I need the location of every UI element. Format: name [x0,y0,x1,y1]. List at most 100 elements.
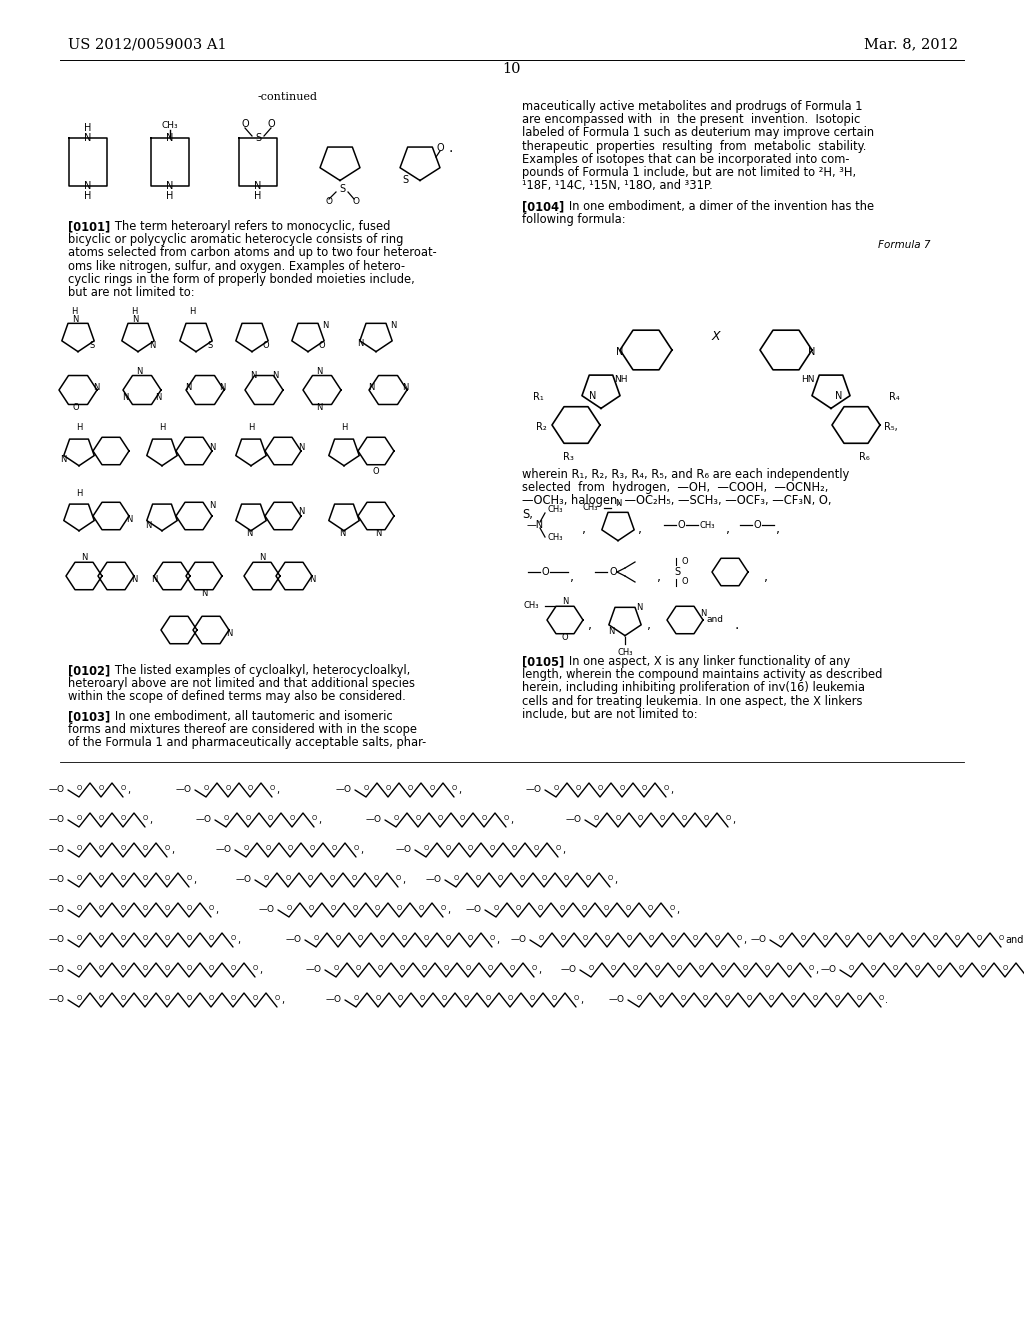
Text: O: O [244,845,249,851]
Text: O: O [583,935,588,941]
Text: O: O [373,466,379,475]
Text: O: O [142,875,147,880]
Text: O: O [936,965,942,972]
Text: US 2012/0059003 A1: US 2012/0059003 A1 [68,37,226,51]
Text: pounds of Formula 1 include, but are not limited to ²H, ³H,: pounds of Formula 1 include, but are not… [522,166,856,180]
Text: O: O [845,935,850,941]
Text: selected  from  hydrogen,  —OH,  —COOH,  —OCNH₂,: selected from hydrogen, —OH, —COOH, —OCN… [522,482,828,494]
Text: O: O [702,995,708,1001]
Text: O: O [465,965,471,972]
Text: N: N [72,314,78,323]
Text: O: O [98,935,103,941]
Text: —O: —O [609,995,625,1005]
Text: —O: —O [366,816,382,825]
Text: O: O [575,785,581,791]
Text: CH₃: CH₃ [617,648,633,657]
Text: ,: , [764,570,768,583]
Text: O: O [562,634,568,643]
Text: O: O [658,995,664,1001]
Text: O: O [778,935,783,941]
Text: HN: HN [801,375,815,384]
Text: ,: , [582,524,586,536]
Text: ,: , [318,814,322,825]
Text: O: O [142,965,147,972]
Text: N: N [122,392,128,401]
Text: N: N [131,574,137,583]
Text: O: O [682,578,688,586]
Text: O: O [121,875,126,880]
Text: N: N [315,367,323,376]
Text: ,: , [447,906,451,915]
Text: O: O [142,814,147,821]
Text: .: . [885,995,888,1005]
Text: R₃: R₃ [562,451,573,462]
Text: O: O [318,342,326,351]
Text: O: O [754,520,762,531]
Text: ,: , [193,875,197,884]
Text: are encompassed with  in  the present  invention.  Isotopic: are encompassed with in the present inve… [522,114,860,127]
Text: ,: , [360,845,364,855]
Text: N: N [608,627,614,636]
Text: H: H [71,308,77,317]
Text: O: O [353,995,358,1001]
Text: H: H [166,191,174,201]
Text: O: O [648,935,653,941]
Text: O: O [582,906,587,911]
Text: ,: , [562,845,565,855]
Text: O: O [186,965,191,972]
Text: —O: —O [511,936,527,945]
Text: O: O [910,935,915,941]
Text: N: N [219,384,225,392]
Text: O: O [248,785,253,791]
Text: O: O [467,845,473,851]
Text: N: N [590,391,597,401]
Text: cells and for treating leukemia. In one aspect, the X linkers: cells and for treating leukemia. In one … [522,694,862,708]
Text: H: H [84,191,92,201]
Text: —O: —O [196,816,212,825]
Text: —O: —O [466,906,482,915]
Text: S: S [208,342,213,351]
Text: H: H [76,488,82,498]
Text: N: N [614,499,622,507]
Text: —O: —O [49,785,65,795]
Text: CH₃: CH₃ [583,503,598,512]
Text: O: O [808,965,814,972]
Text: O: O [98,875,103,880]
Text: N: N [315,404,323,412]
Text: O: O [609,568,616,577]
Text: O: O [165,995,170,1001]
Text: ,: , [281,995,284,1005]
Text: O: O [73,403,79,412]
Text: —O: —O [49,906,65,915]
Text: [0105]: [0105] [522,655,564,668]
Text: ,: , [670,785,673,795]
Text: R₁: R₁ [532,392,544,403]
Text: Formula 7: Formula 7 [878,240,931,249]
Text: —O: —O [49,816,65,825]
Text: O: O [186,906,191,911]
Text: O: O [698,965,703,972]
Text: ¹18F, ¹14C, ¹15N, ¹18O, and ³31P.: ¹18F, ¹14C, ¹15N, ¹18O, and ³31P. [522,180,713,193]
Text: O: O [607,875,612,880]
Text: N: N [562,598,568,606]
Text: N: N [209,442,215,451]
Text: O: O [286,875,291,880]
Text: O: O [507,995,513,1001]
Text: O: O [353,845,358,851]
Text: O: O [539,935,544,941]
Text: O: O [848,965,854,972]
Text: ,: , [726,524,730,536]
Text: O: O [357,935,362,941]
Text: S: S [339,183,345,194]
Text: O: O [615,814,621,821]
Text: O: O [812,995,817,1001]
Text: O: O [121,906,126,911]
Text: O: O [664,785,669,791]
Text: O: O [309,845,314,851]
Text: O: O [165,935,170,941]
Text: N: N [93,384,99,392]
Text: O: O [542,568,550,577]
Text: O: O [313,935,318,941]
Text: 10: 10 [503,62,521,77]
Text: O: O [515,906,520,911]
